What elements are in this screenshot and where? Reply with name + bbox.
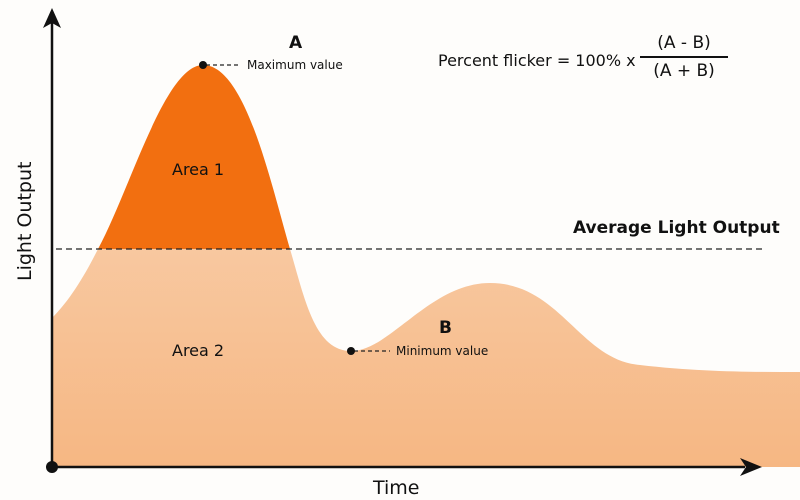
max-point-icon bbox=[199, 61, 207, 69]
y-axis-arrow-icon bbox=[43, 8, 61, 28]
max-label: Maximum value bbox=[247, 58, 343, 72]
area-2-label: Area 2 bbox=[172, 341, 225, 360]
formula-denominator: (A + B) bbox=[653, 60, 715, 81]
origin-dot-icon bbox=[46, 461, 58, 473]
y-axis-title: Light Output bbox=[14, 161, 36, 281]
area-2-region bbox=[52, 249, 800, 467]
min-point-icon bbox=[347, 347, 355, 355]
x-axis-title: Time bbox=[373, 477, 420, 499]
x-axis-arrow-icon bbox=[740, 458, 762, 476]
min-letter: B bbox=[439, 318, 452, 338]
formula-fraction: (A - B) (A + B) bbox=[640, 33, 728, 81]
formula-prefix: Percent flicker = 100% x bbox=[438, 51, 636, 70]
min-label: Minimum value bbox=[396, 344, 489, 358]
average-line-label: Average Light Output bbox=[573, 218, 780, 238]
area-1-label: Area 1 bbox=[172, 160, 225, 179]
max-letter: A bbox=[289, 33, 303, 53]
formula-numerator: (A - B) bbox=[657, 33, 711, 53]
fraction-bar bbox=[640, 56, 728, 58]
area-1-region bbox=[98, 65, 290, 249]
